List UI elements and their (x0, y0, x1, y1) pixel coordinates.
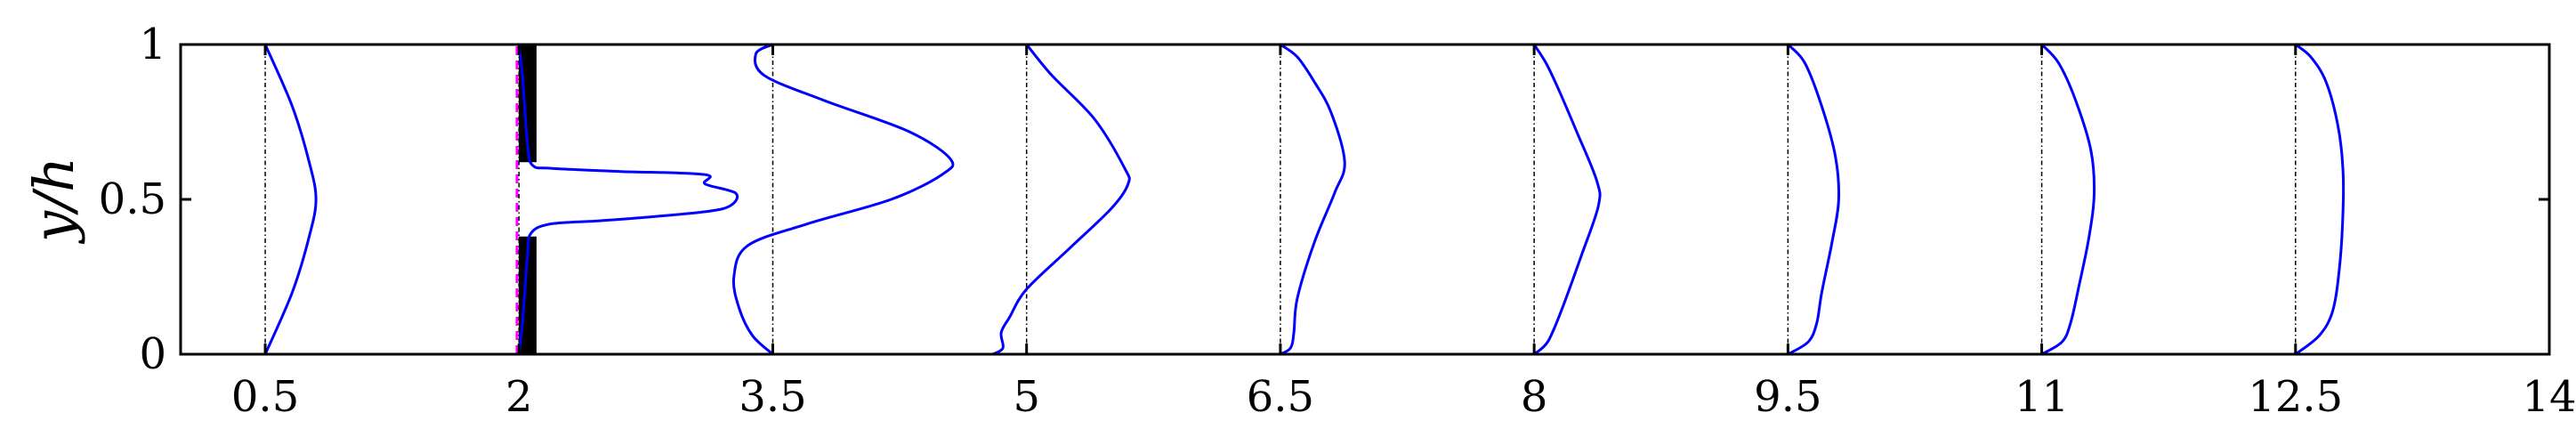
x-tick-label-8: 12.5 (2248, 372, 2343, 422)
x-tick-label-2: 3.5 (739, 372, 806, 422)
profile-line-7 (2040, 43, 2096, 356)
x-tick-label-7: 11 (2015, 372, 2069, 422)
x-tick-label-3: 5 (1013, 372, 1040, 422)
y-axis-label: y/h (21, 157, 86, 245)
x-tick-label-4: 6.5 (1247, 372, 1314, 422)
profile-line-1 (517, 44, 739, 355)
profile-line-4 (1280, 43, 1346, 356)
obstacle-layer (515, 44, 537, 354)
y-tick-label-1: 0.5 (99, 174, 166, 224)
y-tick-label-0: 0 (139, 329, 166, 379)
x-tick-label-5: 8 (1521, 372, 1548, 422)
x-tick-label-0: 0.5 (231, 372, 299, 422)
x-tick-label-1: 2 (505, 372, 533, 422)
x-tick-label-6: 9.5 (1754, 372, 1821, 422)
x-tick-label-9: 14 (2522, 372, 2576, 422)
profile-line-0 (263, 44, 318, 355)
profile-line-8 (2294, 43, 2346, 356)
profile-line-3 (991, 44, 1131, 356)
profile-line-5 (1532, 44, 1602, 356)
profile-line-2 (731, 43, 955, 356)
series-layer (263, 43, 2346, 356)
y-tick-label-2: 1 (139, 20, 166, 69)
tick-layer: 0.5 2 3.5 5 6.5 8 9.5 11 12.5 14 0 0.5 1 (99, 20, 2576, 422)
baseline-layer (264, 44, 2297, 354)
profile-line-6 (1787, 43, 1841, 356)
